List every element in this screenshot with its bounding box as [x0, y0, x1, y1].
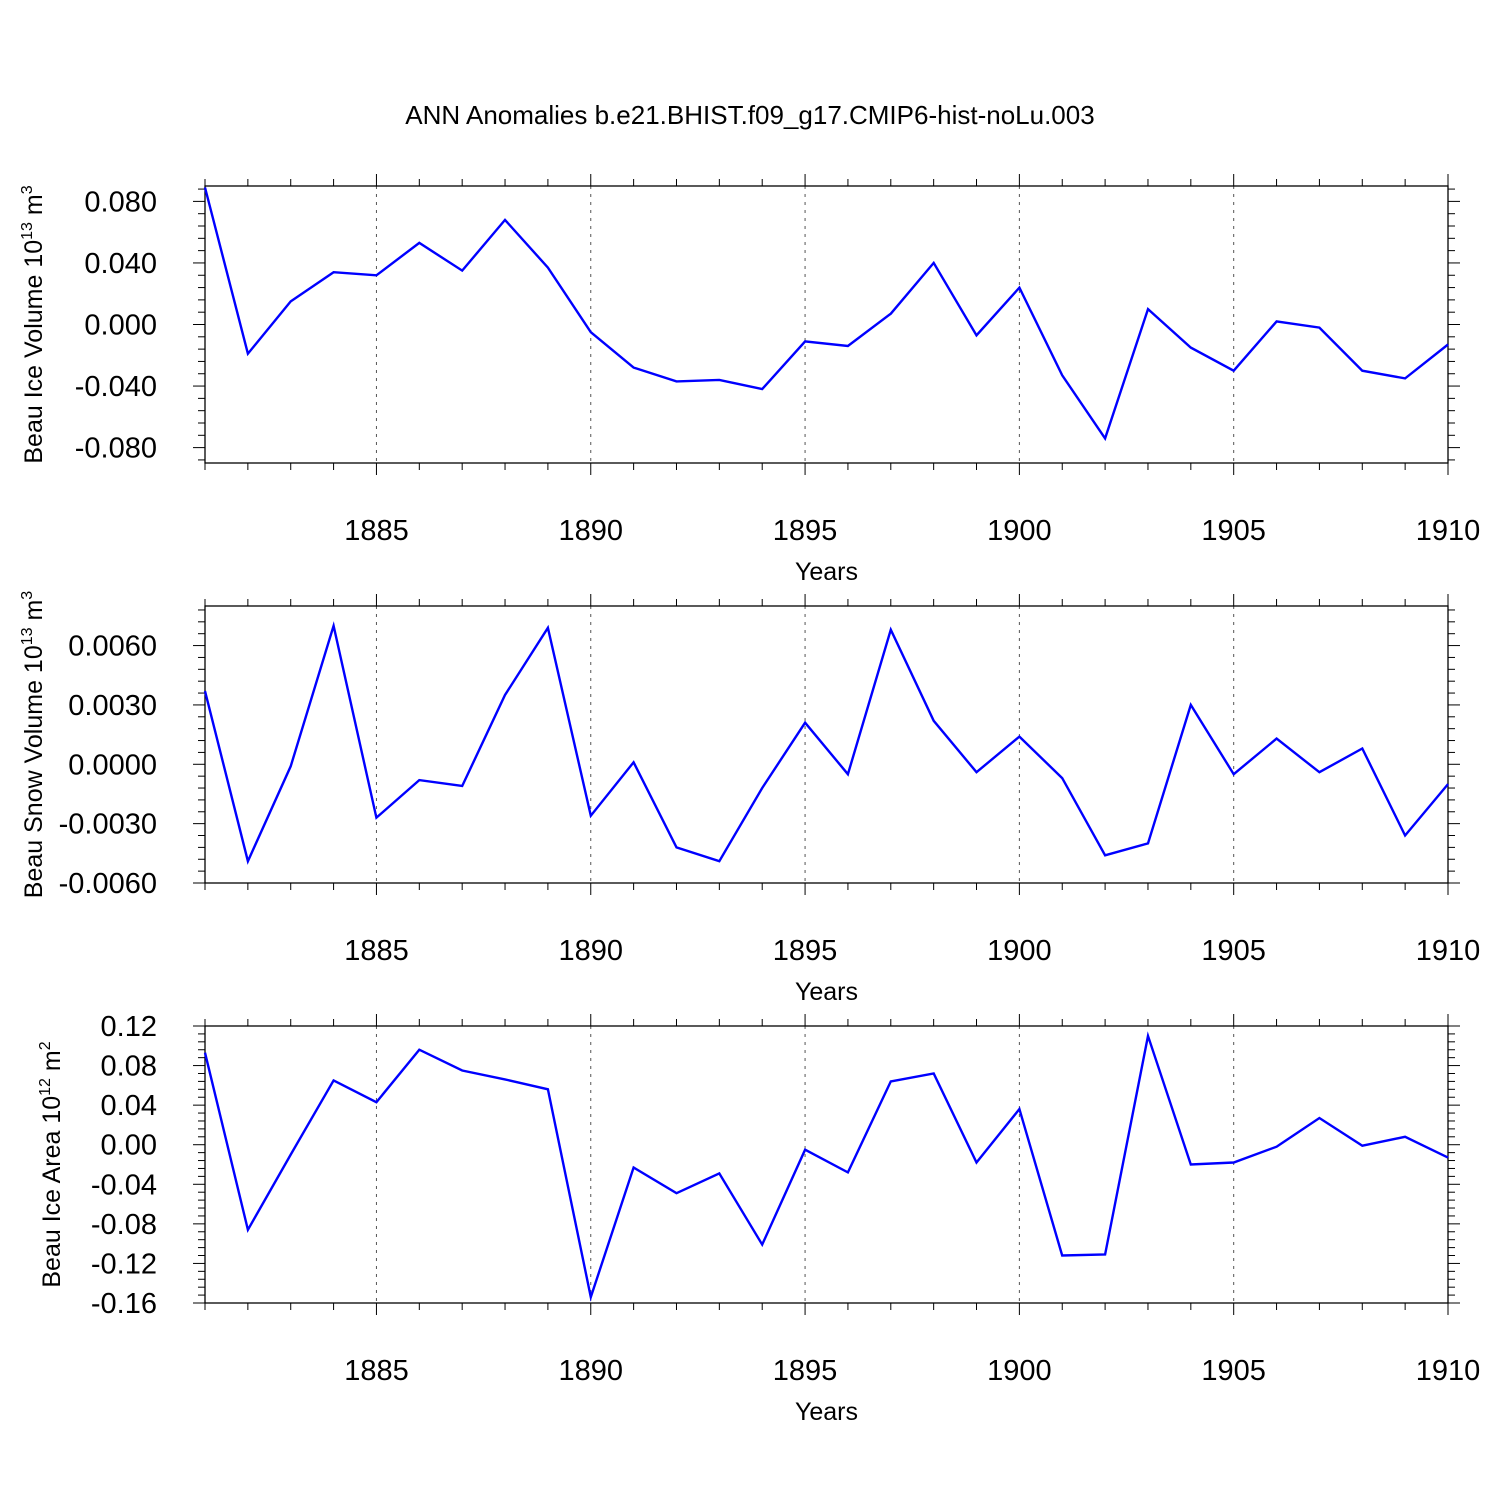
y-tick-label: -0.0030	[59, 809, 157, 841]
y-axis-label: Beau Ice Volume 1013 m3	[19, 185, 48, 463]
y-axis-label: Beau Ice Area 1012 m2	[37, 1041, 66, 1287]
plot-frame	[204, 605, 1449, 884]
x-tick-label: 1910	[1416, 1355, 1481, 1387]
y-axis-label-superscript: 3	[19, 591, 36, 600]
series-line-1	[203, 1031, 1449, 1302]
x-tick-label: 1890	[559, 515, 624, 547]
x-tick-label: 1895	[773, 935, 838, 967]
x-tick-label: 1895	[773, 515, 838, 547]
y-tick-label: -0.080	[75, 433, 157, 465]
y-axis-label-superscript: 2	[37, 1041, 54, 1050]
x-tick-label: 1885	[344, 1355, 409, 1387]
x-tick-label: 1900	[987, 935, 1052, 967]
x-tick-label: 1895	[773, 1355, 838, 1387]
y-axis-label-part: m	[20, 600, 48, 628]
x-tick-label: 1900	[987, 1355, 1052, 1387]
y-axis-label-part: Beau Snow Volume 10	[20, 645, 48, 898]
y-axis-label-part: Beau Ice Volume 10	[20, 240, 48, 464]
x-tick-label: 1905	[1201, 1355, 1266, 1387]
series-line-1	[203, 187, 1449, 442]
x-tick-label: 1905	[1201, 935, 1266, 967]
y-axis-label-superscript: 13	[19, 222, 36, 240]
x-tick-label: 1890	[559, 1355, 624, 1387]
y-axis-label: Beau Snow Volume 1013 m3	[19, 591, 48, 899]
y-axis-label-superscript: 13	[19, 627, 36, 645]
series-line-1	[203, 621, 1449, 865]
y-tick-label: -0.040	[75, 371, 157, 403]
y-tick-label: 0.04	[101, 1090, 157, 1122]
panel-2: -0.0060 -0.0030 0.0000 0.0030 0.0060 1885 1890…	[19, 591, 1480, 1006]
x-tick-label: 1905	[1201, 515, 1266, 547]
y-tick-label: 0.0030	[68, 690, 157, 722]
x-tick-label: 1890	[559, 935, 624, 967]
y-tick-label: 0.0000	[68, 749, 157, 781]
x-axis-label: Years	[795, 978, 858, 1006]
y-tick-label: -0.04	[91, 1169, 157, 1201]
y-tick-label: 0.08	[101, 1051, 157, 1083]
y-axis-label-part: m	[20, 194, 48, 222]
panel-1: -0.080 -0.040 0.000 0.040 0.080 1885 1890 1895 1…	[19, 174, 1480, 586]
x-axis-label: Years	[795, 1398, 858, 1426]
x-tick-label: 1885	[344, 515, 409, 547]
plot-frame	[204, 185, 1449, 464]
x-axis-label: Years	[795, 558, 858, 586]
y-tick-label: -0.08	[91, 1209, 157, 1241]
y-tick-label: -0.0060	[59, 868, 157, 900]
y-tick-label: 0.080	[84, 186, 157, 218]
x-tick-label: 1900	[987, 515, 1052, 547]
y-tick-label: 0.00	[101, 1130, 157, 1162]
y-tick-label: 0.000	[84, 310, 157, 342]
panel-3: -0.16 -0.12 -0.08 -0.04 0.00 0.04 0.08 0.12 1885…	[37, 1011, 1480, 1426]
y-tick-label: 0.12	[101, 1011, 157, 1043]
y-tick-label: -0.16	[91, 1288, 157, 1320]
x-tick-label: 1885	[344, 935, 409, 967]
y-axis-label-superscript: 12	[37, 1078, 54, 1096]
y-axis-label-part: m	[38, 1050, 66, 1078]
y-tick-label: -0.12	[91, 1248, 157, 1280]
x-tick-label: 1910	[1416, 515, 1481, 547]
y-axis-label-part: Beau Ice Area 10	[38, 1096, 66, 1288]
panels: -0.080 -0.040 0.000 0.040 0.080 1885 1890 1895 1…	[19, 174, 1480, 1426]
y-tick-label: 0.0060	[68, 631, 157, 663]
y-tick-label: 0.040	[84, 248, 157, 280]
chart-title: ANN Anomalies b.e21.BHIST.f09_g17.CMIP6-…	[405, 100, 1094, 130]
x-tick-label: 1910	[1416, 935, 1481, 967]
plot-frame	[204, 1025, 1449, 1304]
y-axis-label-superscript: 3	[19, 185, 36, 194]
